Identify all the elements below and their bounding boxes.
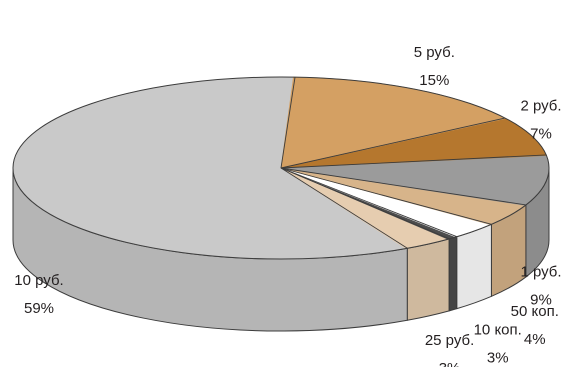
pie-side-3 (456, 223, 492, 310)
pie-side-2 (448, 236, 458, 312)
slice-value-label-1: 3% (439, 360, 461, 367)
slice-value-label-4: 4% (524, 331, 546, 348)
pie-top-face (12, 76, 550, 260)
slice-value-label-5: 9% (530, 291, 552, 308)
pie-edge-2 (280, 167, 450, 240)
slice-label-1: 25 руб. (425, 332, 474, 349)
pie-labels: 10 руб. 59% 25 руб. 3% 10 коп. 3% 50 коп. 4% 1 р… (14, 44, 561, 367)
slice-label-5: 1 руб. (520, 263, 561, 280)
slice-label-3: 10 коп. (474, 321, 522, 338)
slice-value-label-0: 59% (24, 300, 54, 317)
slice-value-label-3: 3% (487, 349, 509, 366)
slice-label-6: 2 руб. (520, 98, 561, 115)
pie-rim (12, 76, 550, 260)
slice-label-7: 5 руб. (414, 44, 455, 61)
pie-edge-3 (280, 167, 458, 238)
pie-side-1 (406, 238, 450, 321)
pie-edge-4 (280, 167, 492, 225)
slice-label-4: 50 коп. (511, 303, 559, 320)
pie-edge-7 (280, 117, 506, 169)
pie-edge-6 (280, 154, 547, 169)
pie-edge-0 (280, 77, 296, 169)
pie-side-walls (12, 167, 550, 332)
pie-edge-1 (280, 167, 408, 249)
slice-value-label-6: 7% (530, 126, 552, 143)
slice-label-0: 10 руб. (14, 272, 63, 289)
slice-value-label-7: 15% (419, 72, 449, 89)
pie-edge-5 (280, 167, 527, 206)
